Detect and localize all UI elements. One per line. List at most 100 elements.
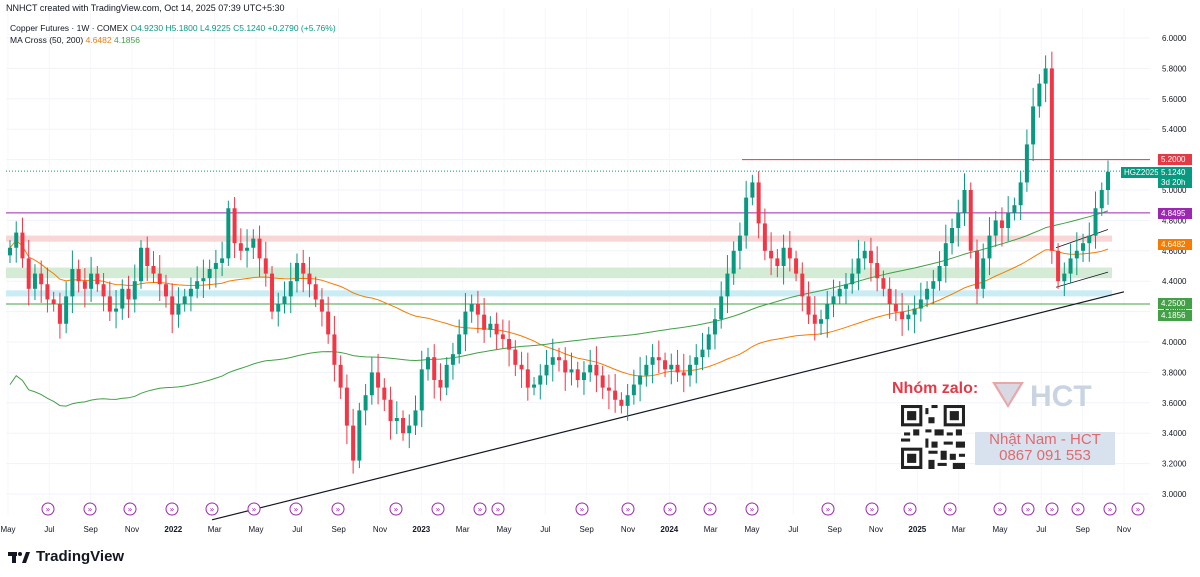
ma-slow-tag: 4.1856: [1158, 310, 1192, 321]
price-axis[interactable]: 6.00005.80005.60005.40005.20005.00004.80…: [1162, 34, 1187, 499]
candle-body: [700, 349, 705, 358]
candle-body: [419, 369, 424, 411]
event-marker-icon: [903, 502, 917, 516]
event-marker-icon: [1071, 502, 1085, 516]
event-arrow-icon: »: [750, 505, 755, 514]
event-markers: » » » » » » » » » » » » » » » » » » » » » » » » » » »: [41, 502, 1145, 516]
candle-body: [906, 314, 911, 320]
candle-body: [39, 273, 44, 285]
candle-body: [881, 278, 886, 289]
countdown-tag: 3d 20h: [1158, 177, 1192, 188]
candle-body: [918, 299, 923, 309]
event-marker-icon: [491, 502, 505, 516]
candle-body: [650, 357, 655, 365]
candle-body: [45, 284, 50, 300]
candle-body: [294, 262, 299, 282]
candle-body: [538, 375, 543, 385]
candle-body: [843, 284, 848, 289]
candle-body: [719, 296, 724, 320]
candle-body: [132, 281, 137, 300]
time-tick-label: Mar: [952, 525, 966, 534]
candle-body: [107, 296, 112, 312]
event-arrow-icon: »: [1136, 505, 1141, 514]
candle-body: [525, 369, 530, 388]
candle-body: [868, 250, 873, 263]
zalo-group-label: Nhóm zalo:: [892, 380, 979, 397]
candle-body: [126, 288, 131, 300]
candle-body: [987, 235, 992, 259]
price-tick-label: 5.4000: [1162, 125, 1187, 134]
event-arrow-icon: »: [170, 505, 175, 514]
price-tick-label: 3.0000: [1162, 490, 1187, 499]
candle-body: [750, 182, 755, 198]
tradingview-brand: TradingView: [36, 548, 125, 565]
time-tick-label: Mar: [704, 525, 718, 534]
candle-body: [14, 232, 19, 248]
candle-body: [594, 364, 599, 376]
event-marker-icon: [1131, 502, 1145, 516]
event-marker-icon: [943, 502, 957, 516]
candle-body: [862, 250, 867, 259]
event-arrow-icon: »: [668, 505, 673, 514]
event-arrow-icon: »: [88, 505, 93, 514]
price-tick-label: 6.0000: [1162, 34, 1187, 43]
event-marker-icon: [247, 502, 261, 516]
candle-body: [213, 262, 218, 270]
time-tick-label: Mar: [456, 525, 470, 534]
candle-body: [581, 372, 586, 380]
candle-body: [781, 247, 786, 266]
time-tick-label: Sep: [828, 525, 843, 534]
time-tick-label: Jul: [44, 525, 54, 534]
price-tick-label: 4.6000: [1162, 247, 1187, 256]
candle-body: [301, 262, 306, 274]
time-tick-label: May: [496, 525, 511, 534]
price-tick-label: 4.0000: [1162, 338, 1187, 347]
change-value: +0.2790 (+5.76%): [267, 23, 336, 33]
candle-body: [619, 399, 624, 406]
candle-body: [1012, 205, 1017, 213]
channel-upper-line: [1055, 229, 1109, 249]
time-axis[interactable]: May Jul Sep Nov 2022 Mar May Jul Sep Nov 2023 Mar Ma…: [0, 525, 1131, 534]
indicator-legend-row[interactable]: MA Cross (50, 200) 4.6482 4.1856: [10, 34, 336, 46]
candle-body: [806, 296, 811, 315]
candle-body: [575, 369, 580, 380]
candle-body: [145, 247, 150, 266]
candle-body: [369, 372, 374, 396]
candle-body: [151, 266, 156, 274]
candle-body: [488, 323, 493, 330]
event-arrow-icon: »: [998, 505, 1003, 514]
tradingview-footer[interactable]: TradingView: [8, 548, 124, 565]
candle-body: [182, 296, 187, 304]
contact-phone: 0867 091 553: [999, 447, 1091, 464]
candle-body: [725, 273, 730, 297]
candle-body: [887, 288, 892, 304]
candle-body: [812, 314, 817, 324]
candle-body: [357, 410, 362, 461]
candle-body: [962, 190, 967, 213]
candle-body: [139, 247, 144, 282]
candle-body: [912, 308, 917, 315]
candle-body: [1043, 68, 1048, 84]
time-tick-label: 2024: [660, 525, 678, 534]
candle-body: [195, 281, 200, 289]
candle-body: [57, 304, 62, 324]
candle-body: [756, 182, 761, 224]
ma-fast-value: 4.6482: [85, 35, 112, 45]
candle-body: [469, 304, 474, 312]
candle-body: [463, 311, 468, 335]
candle-body: [444, 364, 449, 388]
candle-body: [606, 387, 611, 391]
candle-body: [263, 258, 268, 274]
event-arrow-icon: »: [336, 505, 341, 514]
blue-zone: [6, 290, 1112, 297]
candle-body: [432, 357, 437, 380]
candle-body: [544, 364, 549, 376]
time-tick-label: May: [744, 525, 759, 534]
candle-body: [351, 425, 356, 461]
candle-body: [382, 387, 387, 400]
candle-body: [681, 372, 686, 376]
symbol-legend-row[interactable]: Copper Futures · 1W · COMEX O4.9230 H5.1…: [10, 22, 336, 34]
candle-body: [825, 304, 830, 320]
time-tick-label: Mar: [208, 525, 222, 534]
